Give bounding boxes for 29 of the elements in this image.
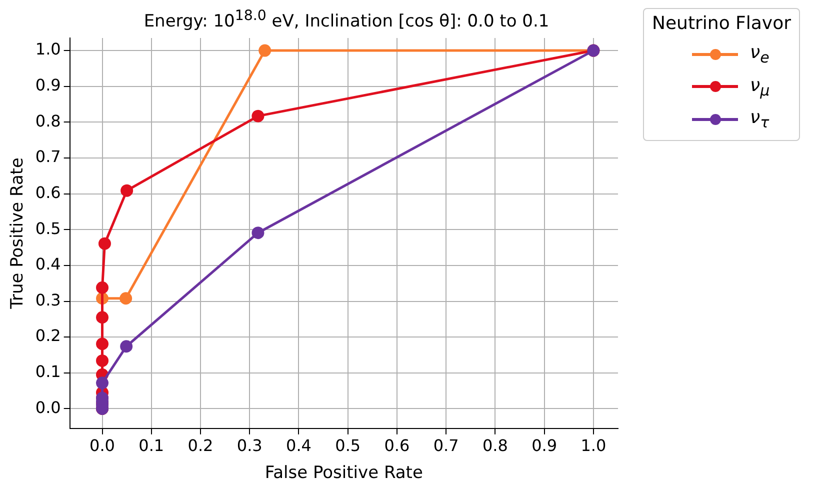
- y-tick-label: 0.3: [35, 290, 61, 310]
- x-tick-label: 1.0: [580, 436, 606, 456]
- legend-label: ν$_{τ}$: [750, 107, 770, 132]
- y-tick-label: 0.2: [35, 326, 61, 346]
- x-tick-label: 0.4: [286, 436, 312, 456]
- y-tick-label: 0.1: [35, 362, 61, 382]
- x-tick-label: 0.1: [138, 436, 164, 456]
- x-tick-label: 0.2: [188, 436, 214, 456]
- y-tick-label: 0.4: [35, 254, 61, 274]
- x-tick-label: 0.5: [335, 436, 361, 456]
- chart-title: Energy: 10$^{18.0}$ eV, Inclination [cos θ]: 0.0 to 0.1: [142, 8, 550, 32]
- y-tick-label: 0.6: [35, 182, 61, 202]
- y-tick-label: 0.0: [35, 398, 61, 417]
- x-tick-label: 0.8: [482, 436, 508, 456]
- y-axis-title: True Positive Rate: [8, 157, 28, 310]
- y-tick-label: 0.5: [35, 218, 61, 238]
- y-tick-label: 0.7: [35, 147, 61, 166]
- x-tick-label: 0.7: [433, 436, 459, 456]
- y-tick-label: 0.8: [35, 111, 61, 130]
- x-tick-label: 0.6: [384, 436, 410, 456]
- x-axis-title: False Positive Rate: [264, 463, 423, 484]
- legend-label: ν$_{μ}$: [750, 74, 770, 100]
- y-tick-label: 1.0: [35, 40, 61, 59]
- legend-title: Neutrino Flavor: [652, 13, 791, 34]
- x-tick-label: 0.0: [90, 436, 115, 456]
- legend-label: ν$_{e}$: [750, 42, 770, 67]
- x-tick-label: 0.9: [532, 436, 558, 456]
- x-tick-label: 0.3: [236, 436, 262, 456]
- y-tick-label: 0.9: [35, 76, 61, 95]
